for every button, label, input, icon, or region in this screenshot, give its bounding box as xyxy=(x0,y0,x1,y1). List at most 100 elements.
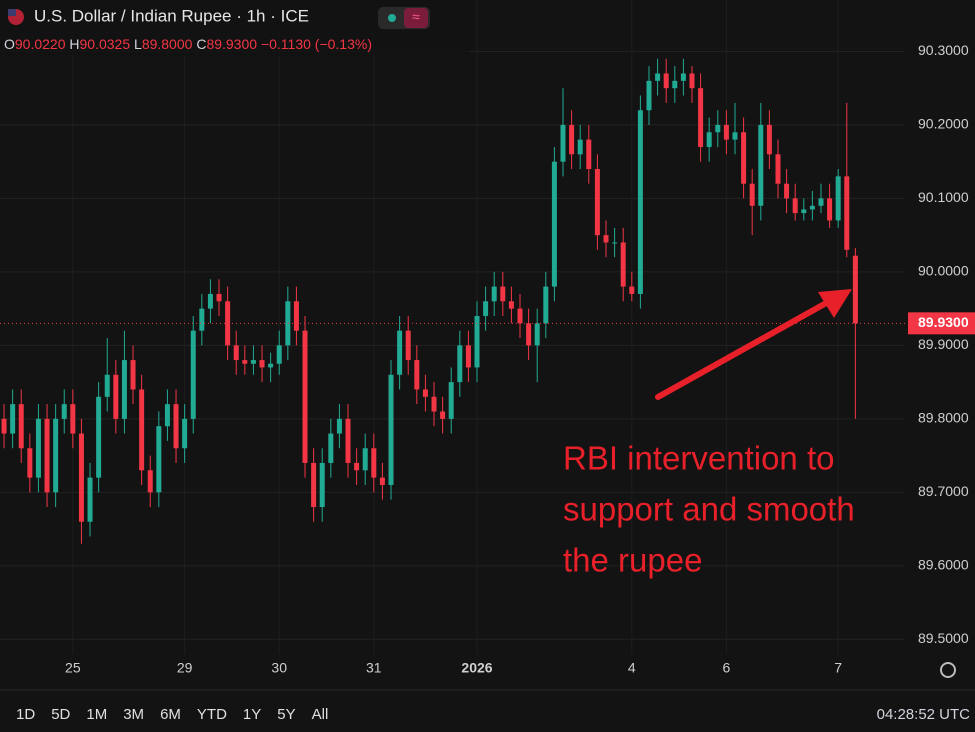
candle-body xyxy=(749,183,755,206)
candle-body xyxy=(672,80,678,89)
range-button[interactable]: 1D xyxy=(16,706,35,723)
candle-body xyxy=(775,154,781,184)
candle-body xyxy=(362,448,368,471)
range-button[interactable]: 6M xyxy=(160,706,181,723)
candle-body xyxy=(766,124,772,155)
range-button[interactable]: 3M xyxy=(123,706,144,723)
candle-body xyxy=(465,345,471,368)
range-button[interactable]: YTD xyxy=(197,706,227,723)
candle-body xyxy=(104,374,110,397)
candle-body xyxy=(139,389,145,471)
change: −0.1130 (−0.13%) xyxy=(261,36,372,52)
candle-body xyxy=(620,242,626,287)
header: U.S. Dollar / Indian Rupee · 1h · ICE ≈ … xyxy=(0,0,470,56)
y-tick-label: 90.0000 xyxy=(918,263,969,279)
candle-body xyxy=(354,462,360,471)
candle-body xyxy=(250,360,256,364)
candle-body xyxy=(199,308,205,331)
candle-body xyxy=(422,389,428,397)
candle-body xyxy=(242,360,248,364)
annotation-line: support and smooth xyxy=(563,491,855,528)
range-button[interactable]: All xyxy=(312,706,329,723)
candle-body xyxy=(268,363,274,368)
y-tick-label: 90.3000 xyxy=(918,42,969,58)
candle-body xyxy=(70,404,76,434)
clock: 04:28:52 UTC xyxy=(877,706,971,723)
candle-body xyxy=(276,345,282,364)
candle-body xyxy=(431,396,437,412)
candle-body xyxy=(190,330,196,419)
settings-icon[interactable] xyxy=(940,662,956,678)
y-tick-label: 90.1000 xyxy=(918,189,969,205)
toolbar: 1D 5D 1M 3M 6M YTD 1Y 5Y All xyxy=(16,706,328,723)
candle-body xyxy=(27,448,33,478)
ohlc-key: O xyxy=(4,36,15,52)
ohlc-key: H xyxy=(69,36,79,52)
candle-body xyxy=(285,301,291,346)
candle-body xyxy=(216,293,222,302)
candle-body xyxy=(61,404,67,419)
x-tick-label: 29 xyxy=(177,660,193,676)
candle-body xyxy=(311,462,317,508)
y-tick-label: 89.5000 xyxy=(918,630,969,646)
candle-body xyxy=(18,404,24,449)
candle-body xyxy=(336,418,342,434)
range-button[interactable]: 1Y xyxy=(243,706,261,723)
y-tick-label: 90.2000 xyxy=(918,116,969,132)
candle-body xyxy=(164,404,170,427)
range-button[interactable]: 1M xyxy=(86,706,107,723)
y-tick-label: 89.8000 xyxy=(918,410,969,426)
candle-body xyxy=(319,462,325,508)
x-tick-label: 6 xyxy=(722,660,730,676)
annotation-line: the rupee xyxy=(563,542,702,579)
candle-body xyxy=(233,345,239,361)
candle-body xyxy=(586,139,592,170)
annotation-arrow xyxy=(655,289,852,400)
candle-body xyxy=(715,124,721,133)
candle-body xyxy=(44,418,50,493)
ohlc-value: 89.9300 xyxy=(206,36,257,52)
candle-body xyxy=(655,73,661,81)
candle-body xyxy=(1,418,7,434)
arrow-head xyxy=(818,289,852,318)
candle-body xyxy=(414,360,420,390)
candle-body xyxy=(629,286,635,294)
x-tick-label: 2026 xyxy=(461,660,492,676)
candle-body xyxy=(35,418,41,478)
x-tick-label: 30 xyxy=(271,660,287,676)
ohlc-value: 89.8000 xyxy=(142,36,193,52)
candle-body xyxy=(758,124,764,206)
candle-body xyxy=(637,110,643,294)
candle-body xyxy=(844,176,850,250)
range-button[interactable]: 5D xyxy=(51,706,70,723)
candle-body xyxy=(156,426,162,493)
candle-body xyxy=(147,470,153,493)
delay-icon[interactable] xyxy=(404,8,428,28)
candle-body xyxy=(113,374,119,419)
candle-body xyxy=(259,360,265,368)
candle-body xyxy=(517,308,523,324)
settings[interactable] xyxy=(940,662,956,678)
candle-body xyxy=(78,433,84,522)
market-status xyxy=(388,14,396,22)
plot-area xyxy=(0,58,905,544)
ohlc-key: L xyxy=(134,36,142,52)
candle-body xyxy=(96,396,102,478)
candle-body xyxy=(706,132,712,147)
candle-body xyxy=(809,205,815,210)
candle-body xyxy=(388,374,394,485)
annotation-line: RBI intervention to xyxy=(563,440,834,477)
candle-body xyxy=(328,433,334,463)
candle-body xyxy=(646,80,652,111)
candle-body xyxy=(680,73,686,81)
last-price-box xyxy=(908,312,975,335)
candle-body xyxy=(182,418,188,449)
ohlc-value: 90.0325 xyxy=(80,36,131,52)
candle-body xyxy=(293,301,299,331)
candle-body xyxy=(302,330,308,463)
range-button[interactable]: 5Y xyxy=(277,706,295,723)
candle-body xyxy=(207,293,213,309)
candle-body xyxy=(405,330,411,361)
candle-body xyxy=(474,315,480,368)
symbol-title: U.S. Dollar / Indian Rupee · 1h · ICE xyxy=(34,6,309,25)
